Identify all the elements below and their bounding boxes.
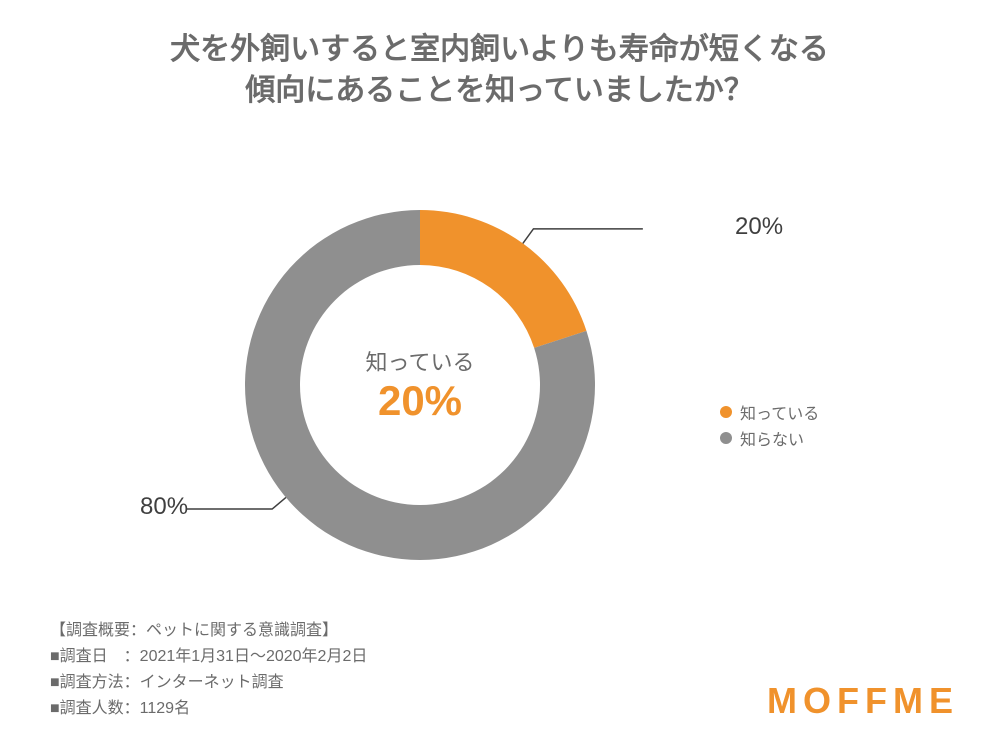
legend-label-0: 知っている	[740, 400, 819, 424]
callout-line	[186, 497, 286, 509]
callout-line	[523, 229, 643, 244]
donut-center-label: 知っている 20%	[366, 345, 475, 425]
legend-swatch-0	[720, 406, 732, 418]
legend-swatch-1	[720, 432, 732, 444]
donut-center-value: 20%	[366, 377, 475, 425]
donut-center-text: 知っている	[366, 345, 475, 377]
footer-line-0: 【調査概要：ペットに関する意識調査】	[50, 616, 367, 640]
donut-slice	[420, 210, 586, 348]
brand-logo: MOFFME	[767, 680, 959, 722]
callout-label-1: 80%	[140, 493, 188, 521]
callout-label-0: 20%	[735, 213, 783, 241]
footer-line-2: ■調査方法：インターネット調査	[50, 668, 367, 692]
survey-footer: 【調査概要：ペットに関する意識調査】 ■調査日 ：2021年1月31日～2020…	[50, 616, 367, 720]
legend-item-0: 知っている	[720, 400, 819, 424]
footer-line-1: ■調査日 ：2021年1月31日～2020年2月2日	[50, 642, 367, 666]
legend-label-1: 知らない	[740, 426, 804, 450]
footer-line-3: ■調査人数：1129名	[50, 694, 367, 718]
legend-item-1: 知らない	[720, 426, 819, 450]
legend: 知っている 知らない	[720, 400, 819, 452]
